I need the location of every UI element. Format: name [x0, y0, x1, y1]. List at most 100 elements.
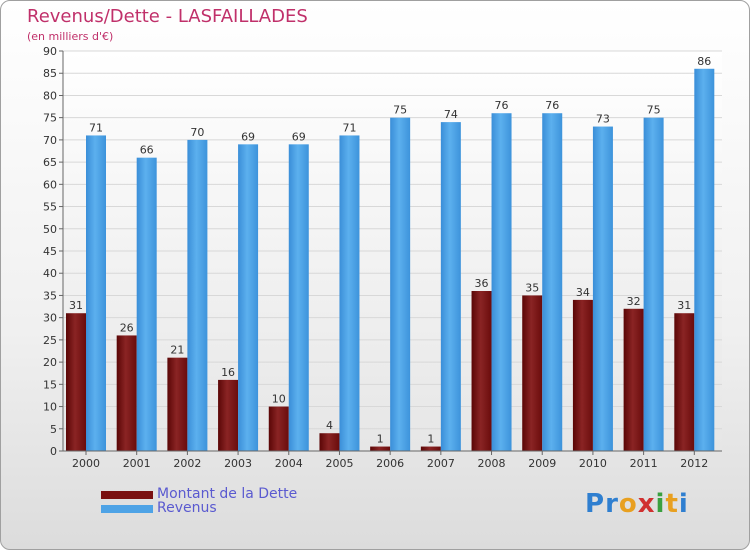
x-tick-label: 2007	[427, 457, 455, 470]
y-tick-label: 75	[43, 112, 57, 125]
bar-revenue	[440, 122, 461, 451]
y-tick-label: 15	[43, 378, 57, 391]
x-tick-label: 2010	[579, 457, 607, 470]
y-tick-label: 0	[50, 445, 57, 458]
chart-subtitle: (en milliers d'€)	[27, 30, 114, 43]
data-label: 76	[545, 99, 559, 112]
legend-swatch-debt	[101, 491, 153, 499]
y-tick-label: 60	[43, 178, 57, 191]
bar-debt	[471, 291, 492, 451]
proxiti-logo: Proxiti	[585, 489, 689, 519]
x-tick-label: 2002	[173, 457, 201, 470]
y-tick-label: 85	[43, 67, 57, 80]
data-label: 75	[393, 104, 407, 117]
data-label: 32	[627, 295, 641, 308]
bar-debt	[623, 308, 644, 451]
logo-letter: i	[678, 489, 689, 519]
data-label: 36	[475, 277, 489, 290]
bar-revenue	[592, 126, 613, 452]
bar-debt	[370, 446, 391, 451]
bar-debt	[218, 379, 239, 451]
logo-letter: x	[637, 489, 656, 519]
data-label: 4	[326, 419, 333, 432]
logo-letter: P	[585, 489, 606, 519]
data-label: 71	[89, 121, 103, 134]
x-tick-label: 2003	[224, 457, 252, 470]
y-tick-label: 5	[50, 423, 57, 436]
y-tick-label: 45	[43, 245, 57, 258]
legend-label-debt: Montant de la Dette	[157, 486, 298, 502]
bar-debt	[674, 313, 695, 451]
data-label: 69	[292, 130, 306, 143]
y-tick-label: 65	[43, 156, 57, 169]
axes: 0 5 10 15 20 25 30 35 40 45 50 55 60 65 70 75 80 85 90 2000…	[43, 45, 722, 470]
bar-revenue	[491, 113, 512, 451]
data-label: 1	[377, 433, 384, 446]
logo-letter: i	[655, 489, 666, 519]
bar-revenue	[238, 144, 259, 452]
y-tick-label: 10	[43, 401, 57, 414]
bar-debt	[572, 299, 593, 451]
bars	[66, 68, 715, 452]
x-tick-label: 2000	[72, 457, 100, 470]
bar-debt	[420, 446, 441, 451]
data-label: 31	[677, 299, 691, 312]
x-tick-label: 2005	[325, 457, 353, 470]
x-tick-label: 2008	[478, 457, 506, 470]
bar-debt	[268, 406, 289, 451]
data-label: 76	[495, 99, 509, 112]
data-label: 69	[241, 130, 255, 143]
x-tick-label: 2004	[275, 457, 303, 470]
x-tick-label: 2001	[123, 457, 151, 470]
y-tick-label: 25	[43, 334, 57, 347]
bar-revenue	[288, 144, 309, 452]
data-label: 70	[190, 126, 204, 139]
data-label: 34	[576, 286, 590, 299]
y-tick-label: 20	[43, 356, 57, 369]
legend-label-revenue: Revenus	[157, 500, 217, 516]
y-tick-label: 90	[43, 45, 57, 58]
y-tick-label: 50	[43, 223, 57, 236]
y-tick-label: 55	[43, 201, 57, 214]
y-tick-label: 80	[43, 89, 57, 102]
data-label: 1	[427, 433, 434, 446]
bar-revenue	[694, 68, 715, 452]
data-label: 71	[342, 121, 356, 134]
bar-debt	[319, 433, 340, 451]
bar-debt	[522, 295, 543, 451]
data-label: 66	[140, 144, 154, 157]
logo-letter: o	[618, 489, 638, 519]
data-label: 21	[170, 344, 184, 357]
bar-revenue	[390, 117, 411, 452]
bar-revenue	[339, 135, 360, 451]
chart-title: Revenus/Dette - LASFAILLADES	[27, 6, 308, 27]
data-label: 35	[525, 281, 539, 294]
legend-swatch-revenue	[101, 505, 153, 513]
data-label: 26	[120, 321, 134, 334]
y-tick-label: 70	[43, 134, 57, 147]
x-tick-label: 2009	[528, 457, 556, 470]
y-tick-label: 40	[43, 267, 57, 280]
bar-revenue	[187, 139, 208, 451]
data-label: 75	[647, 104, 661, 117]
y-tick-label: 30	[43, 312, 57, 325]
data-label: 31	[69, 299, 83, 312]
bar-revenue	[542, 113, 563, 451]
data-label: 16	[221, 366, 235, 379]
logo-letter: r	[605, 489, 619, 519]
x-tick-label: 2012	[680, 457, 708, 470]
bar-revenue	[86, 135, 106, 451]
bar-revenue	[136, 157, 157, 451]
bar-debt	[167, 357, 188, 451]
bar-debt	[116, 335, 137, 451]
data-label: 74	[444, 108, 458, 121]
logo-letter: t	[665, 489, 679, 519]
data-label: 10	[272, 393, 286, 406]
data-label: 86	[697, 55, 711, 68]
x-tick-label: 2006	[376, 457, 404, 470]
bar-revenue	[643, 117, 664, 452]
bar-debt	[66, 313, 86, 451]
y-tick-label: 35	[43, 289, 57, 302]
